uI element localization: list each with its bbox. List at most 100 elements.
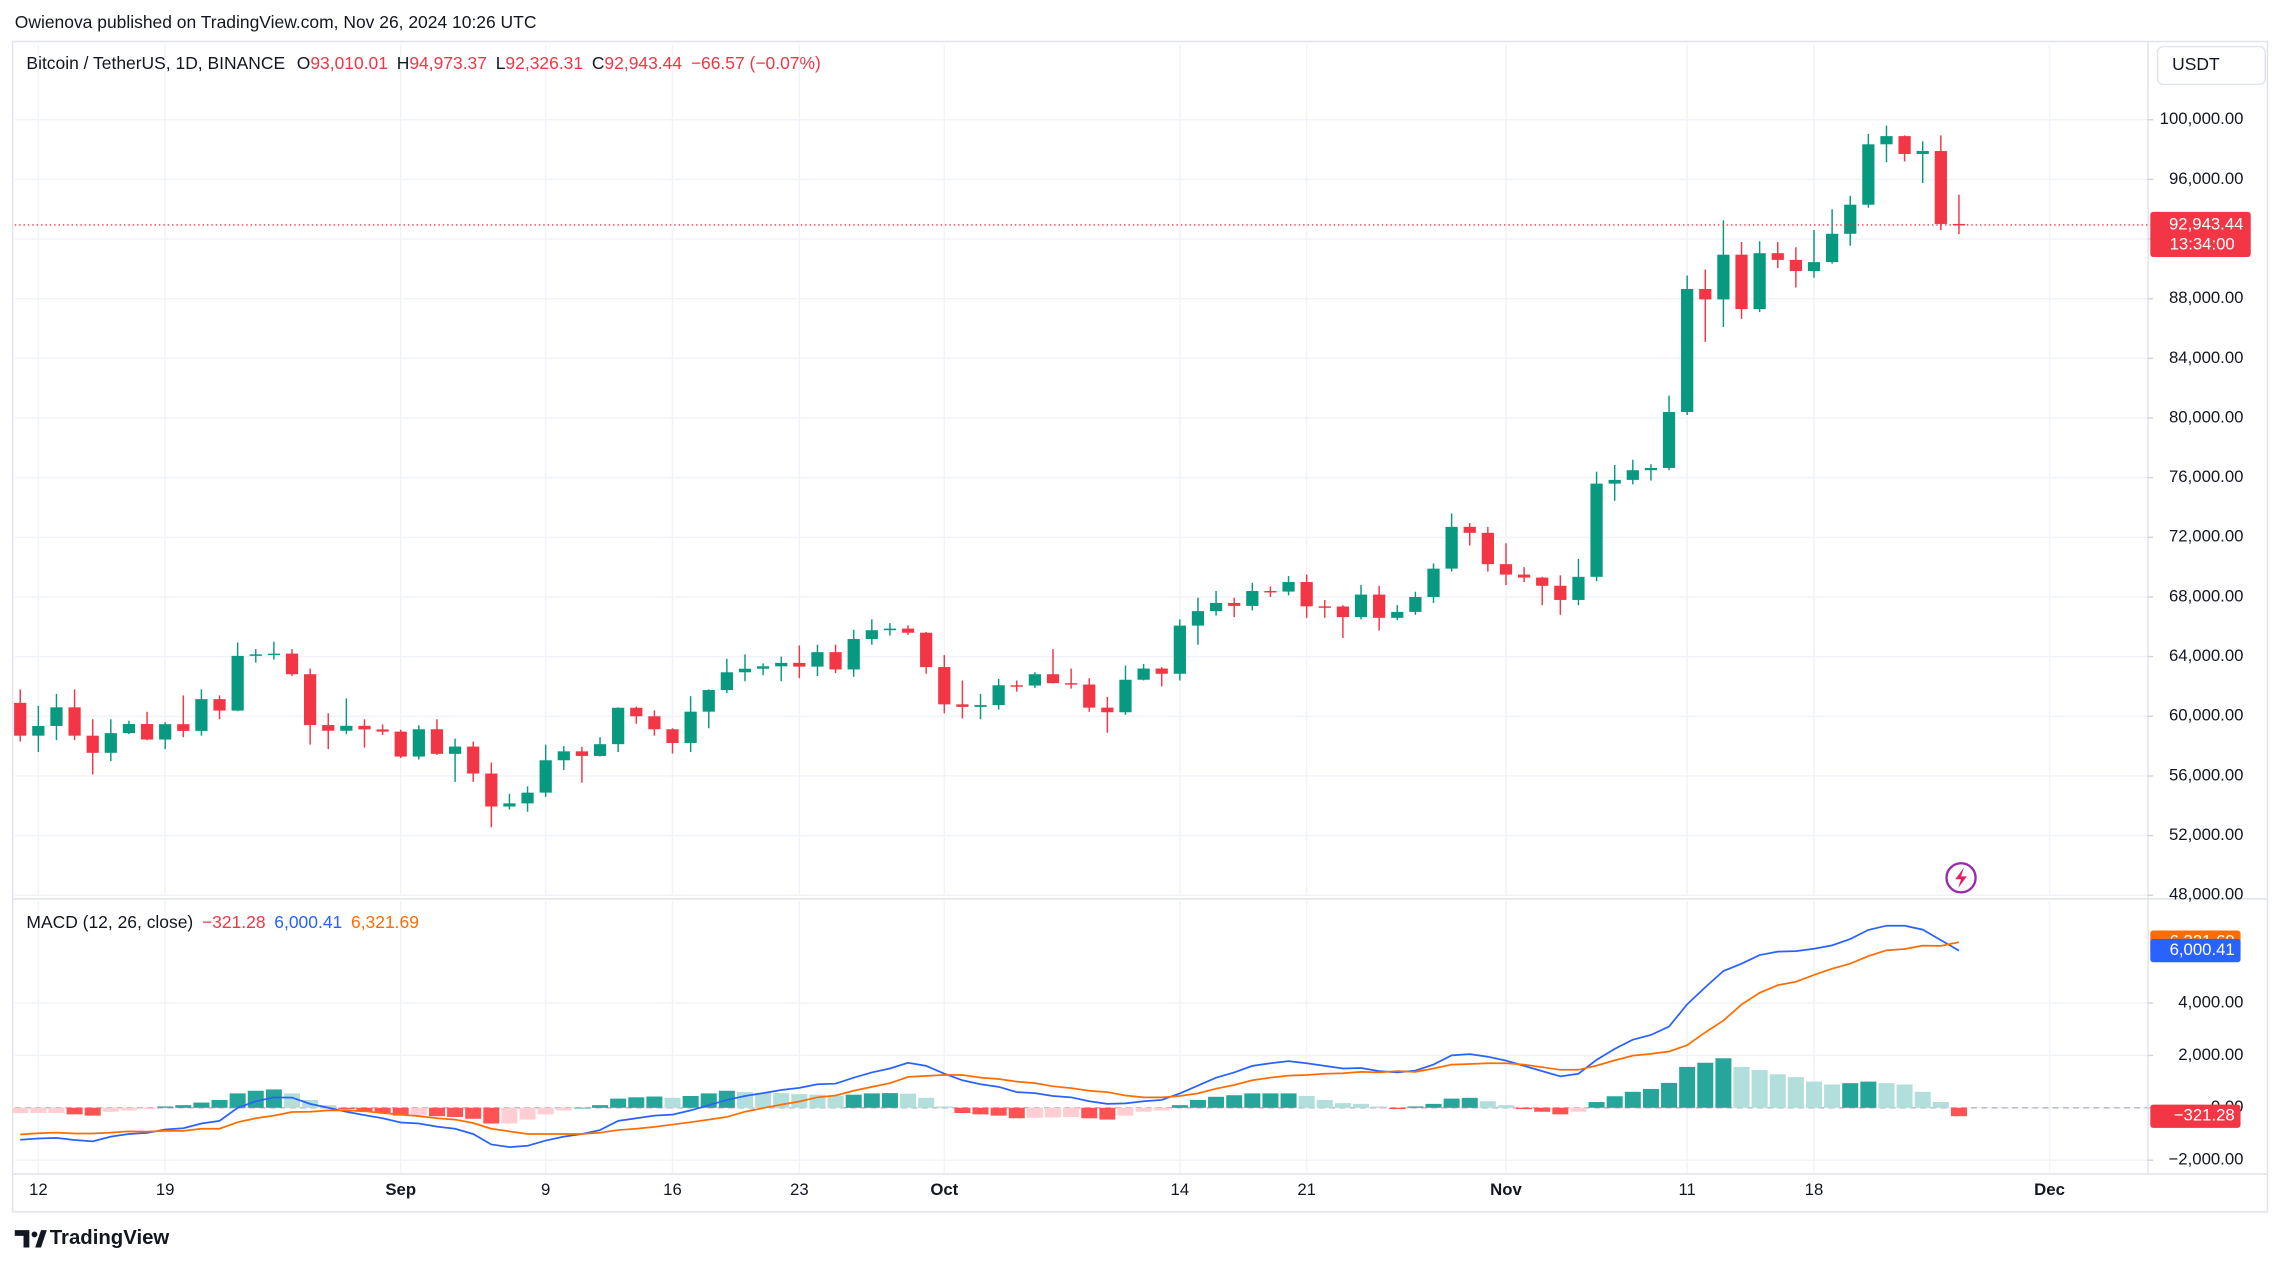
candle-body [901,628,915,633]
candle-body [1373,594,1386,618]
x-tick-label: 21 [1297,1180,1316,1199]
histogram-bar [1117,1107,1134,1116]
histogram-bar [428,1107,445,1117]
candle-body [249,654,262,656]
histogram-bar [537,1107,554,1115]
grid [14,45,2148,1174]
histogram-bar [229,1093,246,1108]
histogram-bar [1171,1105,1188,1108]
brand-logo [14,1230,47,1248]
histogram-bar [320,1105,337,1108]
ohlc-key: L [496,53,506,73]
ohlc-key: C [592,53,605,73]
x-tick-label: 19 [156,1180,175,1199]
price-change: −66.57 (−0.07%) [691,53,821,73]
candle-body [1427,568,1440,597]
histogram-bar [1516,1107,1533,1110]
brand-name: TradingView [50,1227,170,1249]
histogram-bar [1878,1083,1895,1108]
candle-body [1336,606,1350,618]
candle-body [1536,577,1549,586]
candle-body [1572,576,1585,600]
candle-body [267,653,281,656]
histogram-bar [84,1107,101,1116]
currency-button[interactable] [2156,45,2267,86]
candle-body [1880,136,1893,145]
histogram-bar [881,1093,898,1108]
x-tick-label: 14 [1171,1180,1190,1199]
candle-body [1554,585,1567,600]
lightning-icon[interactable] [1945,862,1977,894]
countdown-label: 13:34:00 [2170,235,2235,254]
histogram-bar [1153,1107,1170,1111]
candle-body [756,666,770,669]
y-tick-label: 52,000.00 [2169,825,2243,844]
histogram-bar [1026,1107,1043,1118]
histogram-bar [1081,1107,1098,1119]
histogram-bar [175,1105,192,1108]
candle-body [376,729,389,732]
histogram-bar [755,1092,772,1108]
candle-body [539,760,552,793]
candle-body [1481,532,1494,565]
candle-body [992,685,1005,706]
histogram-bar [918,1097,935,1108]
histogram-bar [1896,1084,1913,1108]
histogram-bar [1914,1091,1931,1108]
candle-body [1246,590,1259,606]
candle-body [1590,483,1603,577]
histogram-bar [972,1107,989,1115]
y-tick-label: 48,000.00 [2169,885,2243,904]
macd-badge-label: 6,000.41 [2170,940,2235,959]
candle-body [1735,254,1748,310]
histogram-bar [1552,1107,1569,1115]
candle-body [865,630,878,640]
y-tick-label: 68,000.00 [2169,586,2243,605]
y-tick-label: 2,000.00 [2178,1045,2243,1064]
symbol-title: Bitcoin / TetherUS, 1D, BINANCE [26,53,285,73]
candle-body [720,672,733,691]
candle-body [503,803,516,807]
histogram-bar [1407,1106,1424,1108]
candle-body [304,674,317,726]
candle-body [448,746,462,754]
ohlc-value: 92,943.44 [604,53,682,73]
histogram-bar [284,1093,301,1108]
histogram-bar [1008,1107,1025,1119]
candle-body [1644,467,1658,471]
candle-body [575,751,589,756]
histogram-bar [1661,1082,1678,1108]
x-tick-label: 11 [1678,1180,1695,1199]
candle-body [86,735,99,753]
candle-body [1844,204,1857,234]
histogram-bar [1570,1107,1587,1112]
candle-body [1662,412,1676,468]
candle-body [177,724,190,731]
currency-label[interactable]: USDT [2172,54,2220,74]
candle-body [1300,582,1313,607]
histogram-bar [1371,1106,1388,1108]
candle-body [1101,707,1114,713]
macd-legend-value: 6,000.41 [274,912,342,932]
histogram-bar [66,1107,83,1115]
candle-body [32,725,45,736]
histogram-bar [1588,1102,1605,1108]
candle-body [956,704,969,707]
histogram-bar [1805,1081,1823,1108]
candle-body [394,731,407,757]
candle-body [1445,526,1458,569]
histogram-bar [1733,1066,1750,1108]
last-price-label: 92,943.44 [2169,214,2243,233]
histogram-bar [1534,1107,1551,1112]
candle-body [68,707,81,736]
x-tick-label: Sep [385,1180,416,1199]
x-tick-label: 9 [541,1180,550,1199]
histogram-bar [30,1107,47,1114]
candle-body [557,751,570,761]
macd-badge [2150,938,2241,963]
histogram-bar [392,1107,409,1116]
histogram-bar [338,1107,355,1110]
candle-body [1717,254,1730,300]
